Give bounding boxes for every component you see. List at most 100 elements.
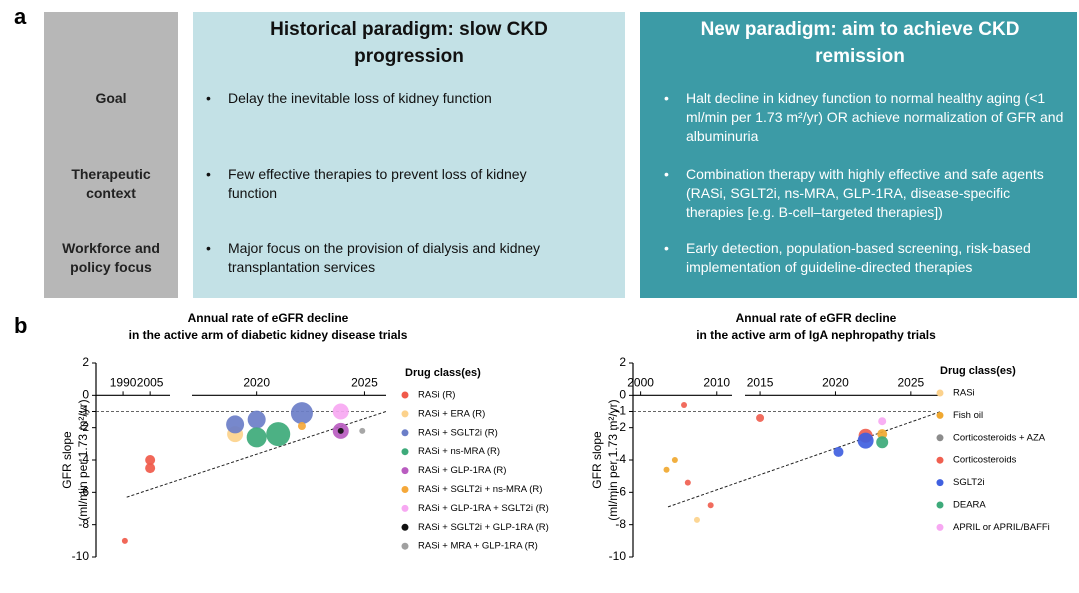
data-point xyxy=(121,537,128,544)
chart-title: Annual rate of eGFR decline xyxy=(188,311,349,325)
y-tick-label: 0 xyxy=(82,388,89,402)
legend-label: Corticosteroids xyxy=(953,455,1017,466)
legend-label: DEARA xyxy=(953,500,986,511)
y-tick-label: -10 xyxy=(609,549,627,563)
y-tick-label: -2 xyxy=(78,420,89,434)
label-column xyxy=(44,12,178,298)
cell-text: Early detection, population-based screen… xyxy=(664,239,1075,277)
legend-marker xyxy=(401,486,409,493)
data-point xyxy=(297,422,306,431)
legend-marker xyxy=(936,411,944,419)
legend-label: RASi + ERA (R) xyxy=(418,408,485,419)
y-tick-label: -4 xyxy=(615,452,626,466)
y-tick-label: -8 xyxy=(615,517,626,531)
y-axis-label: (ml/min per 1.73 m²/yr) xyxy=(76,399,90,520)
legend-label: Fish oil xyxy=(953,410,983,421)
legend-title: Drug class(es) xyxy=(405,367,481,379)
y-tick-label: -4 xyxy=(78,452,89,466)
column-header: New paradigm: aim to achieve CKD remissi… xyxy=(700,19,1020,67)
data-point xyxy=(246,427,267,448)
data-point xyxy=(290,402,313,425)
data-point xyxy=(359,427,366,434)
y-tick-label: -2 xyxy=(615,420,626,434)
data-point xyxy=(693,516,700,523)
legend-marker xyxy=(401,504,409,512)
data-point xyxy=(876,436,889,449)
y-tick-label: -8 xyxy=(78,517,89,531)
legend-marker xyxy=(401,391,409,399)
legend-marker xyxy=(401,410,409,418)
data-point xyxy=(266,422,291,447)
data-point xyxy=(671,457,678,463)
x-tick-label: 2025 xyxy=(351,376,378,390)
chart-title: in the active arm of diabetic kidney dis… xyxy=(129,328,408,342)
data-point xyxy=(332,403,349,420)
legend-marker xyxy=(936,501,944,509)
data-point xyxy=(857,432,874,449)
legend-marker xyxy=(936,389,944,397)
data-point xyxy=(337,427,344,434)
y-tick-label: 2 xyxy=(82,355,89,369)
cell-text: Major focus on the provision of dialysis… xyxy=(206,239,578,277)
legend-label: RASi (R) xyxy=(418,390,455,401)
legend-title: Drug class(es) xyxy=(940,365,1016,377)
legend-marker xyxy=(401,523,409,531)
x-tick-label: 2020 xyxy=(243,376,270,390)
row-label: Therapeutic context xyxy=(71,166,151,201)
cell-text: Delay the inevitable loss of kidney func… xyxy=(206,89,578,108)
legend-marker xyxy=(936,523,944,531)
legend-label: RASi + MRA + GLP-1RA (R) xyxy=(418,541,538,552)
legend-label: RASi + GLP-1RA (R) xyxy=(418,465,506,476)
legend-label: RASi + SGLT2i + GLP-1RA (R) xyxy=(418,522,549,533)
row-label: Goal xyxy=(95,90,127,106)
column-header: Historical paradigm: slow CKD progressio… xyxy=(270,19,548,67)
data-point xyxy=(226,415,245,434)
chart-title: in the active arm of IgA nephropathy tri… xyxy=(696,328,936,342)
data-point xyxy=(756,413,765,422)
data-point xyxy=(247,410,266,429)
legend-label: RASi + GLP-1RA + SGLT2i (R) xyxy=(418,503,549,514)
legend-label: RASi + ns-MRA (R) xyxy=(418,446,500,457)
cell-text: Halt decline in kidney function to norma… xyxy=(664,89,1072,146)
y-tick-label: -1 xyxy=(615,404,626,418)
y-axis-label: (ml/min per 1.73 m²/yr) xyxy=(606,399,620,520)
legend-label: APRIL or APRIL/BAFFi xyxy=(953,522,1050,533)
y-tick-label: -6 xyxy=(78,485,89,499)
panel-label: b xyxy=(14,313,27,338)
panel-label: a xyxy=(14,4,27,29)
data-point xyxy=(707,502,714,509)
legend-marker xyxy=(401,467,409,475)
y-tick-label: 0 xyxy=(619,388,626,402)
data-point xyxy=(877,429,888,440)
legend-marker xyxy=(401,542,409,550)
x-tick-label: 2015 xyxy=(747,376,774,390)
data-point xyxy=(681,402,688,409)
data-point xyxy=(145,455,156,465)
legend-marker xyxy=(936,456,944,464)
cell-text: Few effective therapies to prevent loss … xyxy=(206,165,573,203)
y-tick-label: -10 xyxy=(72,549,90,563)
legend-marker xyxy=(936,479,944,487)
legend-marker xyxy=(401,429,409,437)
y-tick-label: -6 xyxy=(615,485,626,499)
x-tick-label: 2005 xyxy=(137,376,164,390)
x-tick-label: 2010 xyxy=(703,376,730,390)
data-point xyxy=(663,466,670,473)
y-tick-label: -1 xyxy=(78,404,89,418)
legend-marker xyxy=(936,434,944,442)
y-axis-label: GFR slope xyxy=(60,431,74,489)
y-axis-label: GFR slope xyxy=(590,431,604,489)
legend-label: SGLT2i xyxy=(953,477,985,488)
data-point xyxy=(145,463,156,474)
data-point xyxy=(833,446,844,457)
trend-line xyxy=(667,411,942,508)
data-point xyxy=(878,417,887,426)
legend-label: Corticosteroids + AZA xyxy=(953,432,1046,443)
x-tick-label: 2020 xyxy=(822,376,849,390)
row-label: Workforce and policy focus xyxy=(62,240,160,275)
x-tick-label: 1990 xyxy=(110,376,137,390)
cell-text: Combination therapy with highly effectiv… xyxy=(664,165,1046,222)
legend-marker xyxy=(401,448,409,456)
